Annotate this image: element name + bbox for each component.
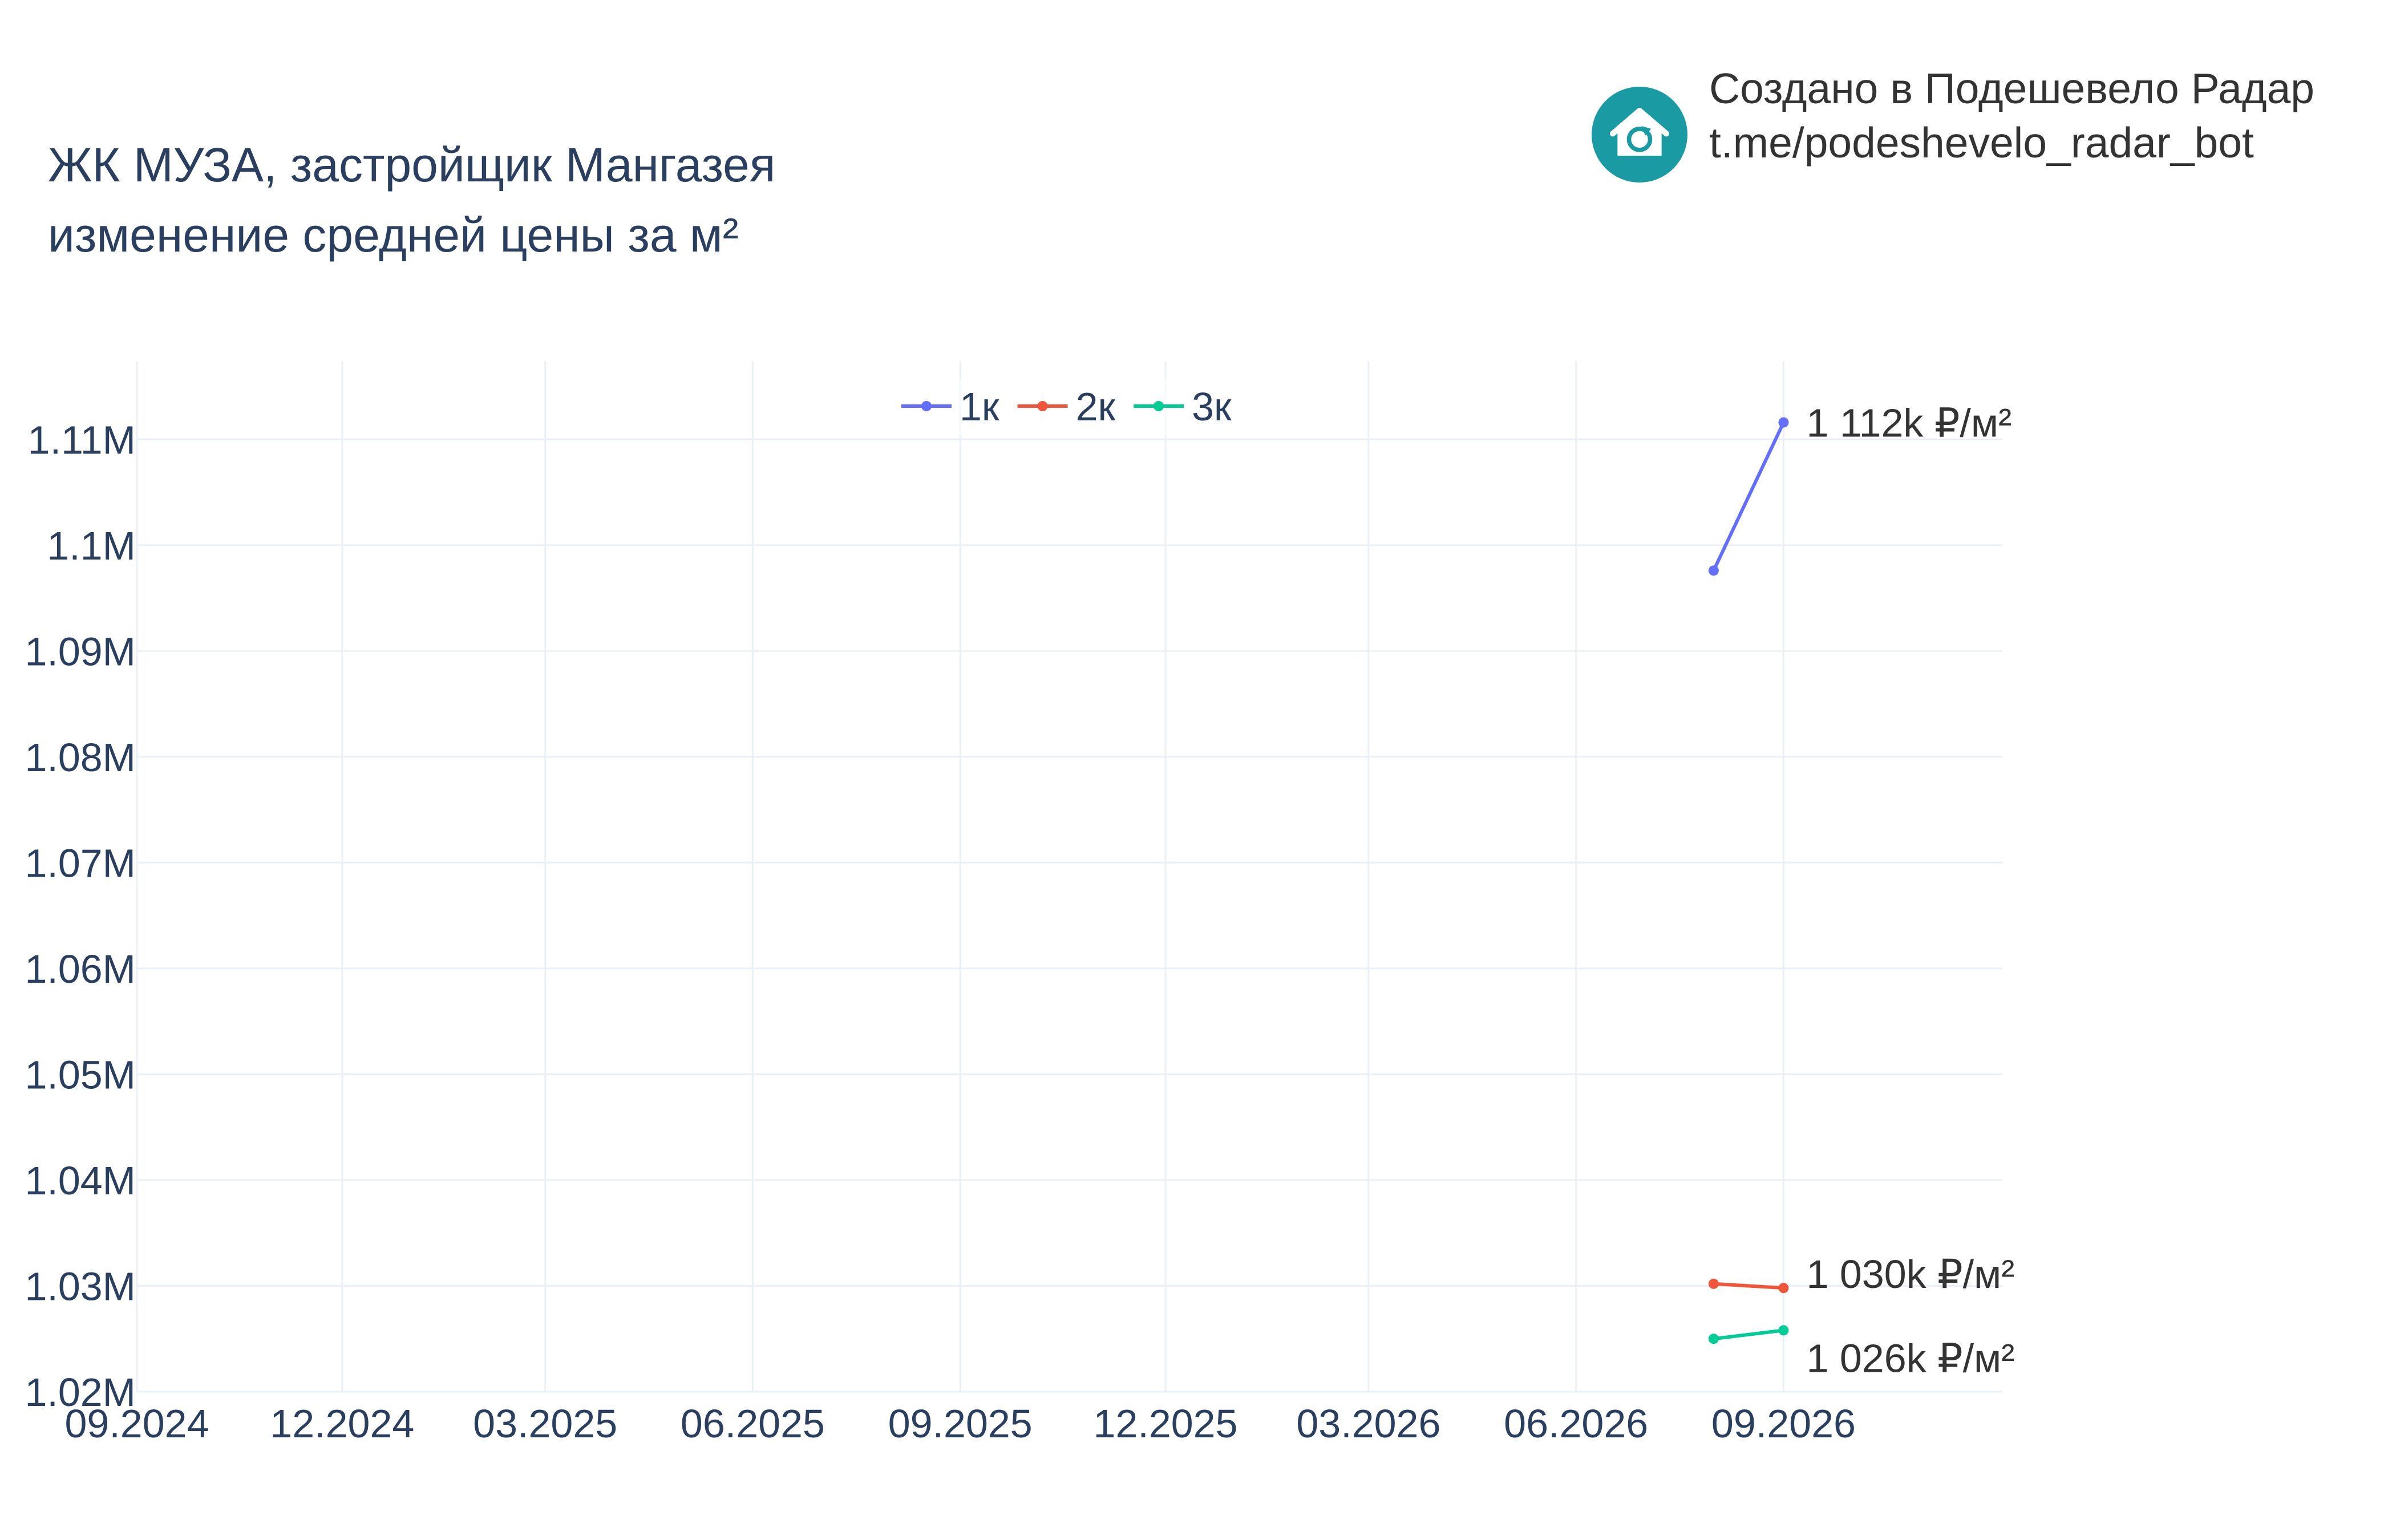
series-2 [1708,1278,1789,1294]
grid [136,361,2002,1393]
y-tick-label: 1.08M [25,735,136,780]
logo-refresh [1626,127,1653,152]
x-axis: 09.2024 12.2024 03.2025 06.2025 09.2025 12.20… [64,1401,1856,1446]
series-3 [1708,1325,1789,1344]
y-tick-label: 1.1M [47,524,136,568]
legend: 1к 2к 3к [887,379,1244,436]
end-labels: 1 112k ₽/м² 1 030k ₽/м² 1 026k ₽/м² [1806,401,2014,1381]
legend-label: 2к [1076,384,1116,429]
x-tick-label: 12.2025 [1094,1401,1238,1446]
x-tick-label: 09.2025 [888,1401,1033,1446]
y-tick-label: 1.09M [25,629,136,674]
legend-swatch-marker [921,401,932,411]
legend-label: 1к [960,384,999,429]
data-point[interactable] [1708,565,1719,576]
data-point[interactable] [1708,1334,1719,1344]
series-line [1713,1282,1784,1290]
x-tick-label: 06.2025 [681,1401,825,1446]
x-tick-label: 09.2026 [1711,1401,1856,1446]
y-axis: 1.02M 1.03M 1.04M 1.05M 1.06M 1.07M 1.08M 1.09M… [25,418,136,1415]
x-tick-label: 09.2024 [64,1401,209,1446]
y-tick-label: 1.11M [28,418,136,462]
end-value-label: 1 030k ₽/м² [1806,1252,2014,1296]
data-point[interactable] [1708,1278,1719,1289]
x-tick-label: 03.2026 [1296,1401,1440,1446]
data-point[interactable] [1778,417,1789,428]
legend-item[interactable]: 3к [1134,384,1232,429]
legend-swatch-marker [1037,401,1048,411]
house-refresh-icon [1592,87,1687,183]
x-tick-label: 06.2026 [1504,1401,1648,1446]
series-line [1712,422,1786,572]
series [1708,417,1789,1344]
end-value-label: 1 026k ₽/м² [1806,1336,2014,1380]
x-tick-label: 03.2025 [473,1401,617,1446]
legend-label: 3к [1192,384,1232,429]
brand-name: Создано в Подешевело Радар [1709,64,2315,112]
y-tick-label: 1.07M [25,841,136,885]
data-point[interactable] [1778,1283,1789,1294]
legend-swatch-marker [1154,401,1164,411]
series-1 [1708,417,1789,576]
data-point[interactable] [1778,1325,1789,1336]
chart-title: ЖК МУЗА, застройщик Мангазея изменение с… [48,130,775,270]
y-tick-label: 1.04M [25,1158,136,1203]
end-value-label: 1 112k ₽/м² [1806,401,2011,445]
y-tick-label: 1.06M [25,947,136,991]
chart-title-line-2: изменение средней цены за м² [48,208,739,262]
y-tick-label: 1.02M [25,1370,136,1415]
chart-title-line-1: ЖК МУЗА, застройщик Мангазея [48,138,776,192]
legend-item[interactable]: 2к [1017,384,1116,429]
y-tick-label: 1.05M [25,1052,136,1097]
legend-item[interactable]: 1к [901,384,999,429]
brand-link[interactable]: t.me/podeshevelo_radar_bot [1709,119,2254,167]
brand-credit: Создано в Подешевело Радар t.me/podeshev… [1709,62,2314,170]
series-line [1713,1328,1784,1341]
y-tick-label: 1.03M [25,1264,136,1308]
x-tick-label: 12.2024 [270,1401,414,1446]
